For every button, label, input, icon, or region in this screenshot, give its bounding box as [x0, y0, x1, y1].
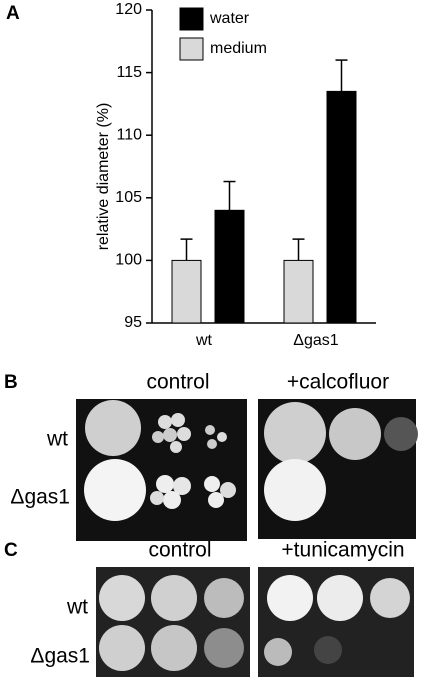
y-tick-label: 110 — [116, 126, 142, 143]
x-tick-label: Δgas1 — [293, 332, 338, 349]
legend-label: medium — [210, 40, 267, 57]
legend-swatch — [179, 37, 204, 61]
plate-photo — [76, 399, 418, 541]
y-tick-label: 120 — [115, 1, 142, 18]
bar — [326, 90, 357, 324]
y-tick-label: 105 — [115, 189, 142, 206]
panel-label: B — [4, 372, 18, 393]
column-label: +tunicamycin — [281, 539, 404, 562]
column-label: control — [146, 371, 209, 394]
legend-label: water — [209, 10, 250, 27]
column-label: control — [148, 539, 211, 562]
y-axis-label: relative diameter (%) — [95, 103, 112, 251]
y-tick-label: 95 — [124, 314, 142, 331]
column-label: +calcofluor — [287, 371, 389, 394]
plate-photo — [96, 567, 414, 677]
row-label: wt — [46, 428, 68, 451]
bar — [171, 259, 202, 324]
x-tick-label: wt — [195, 332, 213, 349]
y-tick-label: 100 — [115, 252, 142, 269]
row-label: Δgas1 — [30, 645, 90, 668]
y-tick-label: 115 — [116, 64, 142, 81]
panel-label: C — [4, 540, 18, 561]
legend-swatch — [179, 7, 204, 31]
row-label: Δgas1 — [10, 486, 70, 509]
panel-label: A — [6, 3, 20, 24]
row-label: wt — [66, 596, 88, 619]
bar — [283, 259, 314, 324]
bar — [214, 209, 245, 324]
